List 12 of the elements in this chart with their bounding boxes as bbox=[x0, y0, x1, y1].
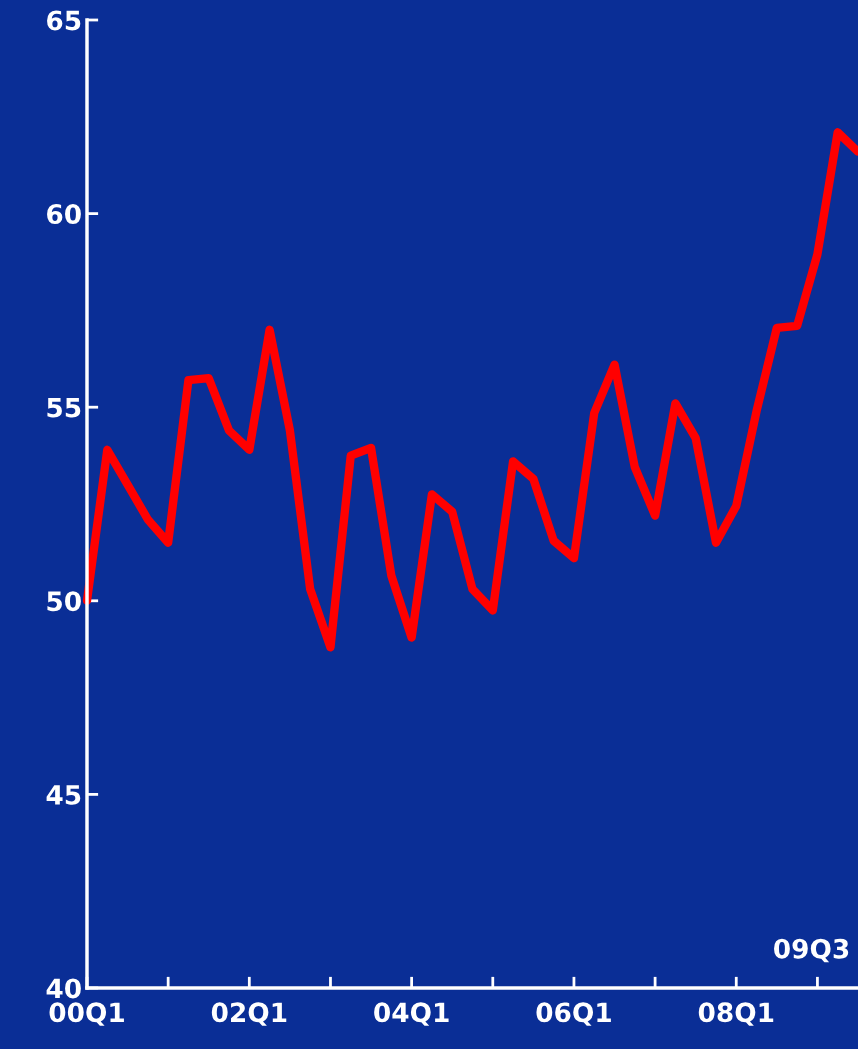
x-tick-label: 00Q1 bbox=[49, 1002, 124, 1026]
y-tick-label: 40 bbox=[46, 978, 81, 999]
y-tick-label: 55 bbox=[47, 397, 81, 418]
x-tick-label: 08Q1 bbox=[698, 1002, 774, 1026]
y-tick-label: 45 bbox=[46, 785, 81, 805]
y-tick-label: 65 bbox=[47, 10, 81, 31]
y-tick-label: 60 bbox=[47, 204, 81, 224]
x-tick-label: 04Q1 bbox=[374, 1002, 449, 1026]
annotation: 09Q3 bbox=[774, 938, 849, 963]
x-tick-label: 02Q1 bbox=[211, 1002, 287, 1026]
x-tick-label: 06Q1 bbox=[536, 1002, 611, 1026]
y-tick-label: 50 bbox=[47, 591, 81, 612]
